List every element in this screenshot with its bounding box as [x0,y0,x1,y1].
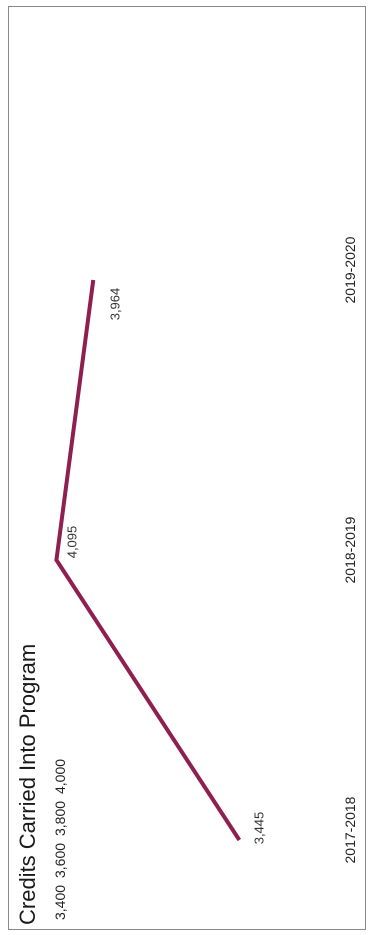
y-tick-label: 4,000 [52,759,68,794]
data-label: 4,095 [64,526,79,559]
y-tick-label: 3,400 [52,885,68,920]
y-axis-ticks: 3,400 3,600 3,800 4,000 [52,759,68,920]
x-tick-label: 2018-2019 [342,516,358,583]
y-tick-label: 3,600 [52,843,68,878]
x-tick-label: 2019-2020 [342,236,358,303]
x-tick-label: 2017-2018 [342,796,358,863]
data-labels: 3,445 4,095 3,964 [64,288,266,845]
chart-title: Credits Carried Into Program [15,644,40,925]
data-label: 3,964 [107,288,122,321]
x-axis-ticks: 2017-2018 2018-2019 2019-2020 [342,236,358,863]
chart-border [8,6,366,930]
series-line [54,279,242,842]
y-tick-label: 3,800 [52,801,68,836]
data-label: 3,445 [251,812,266,845]
